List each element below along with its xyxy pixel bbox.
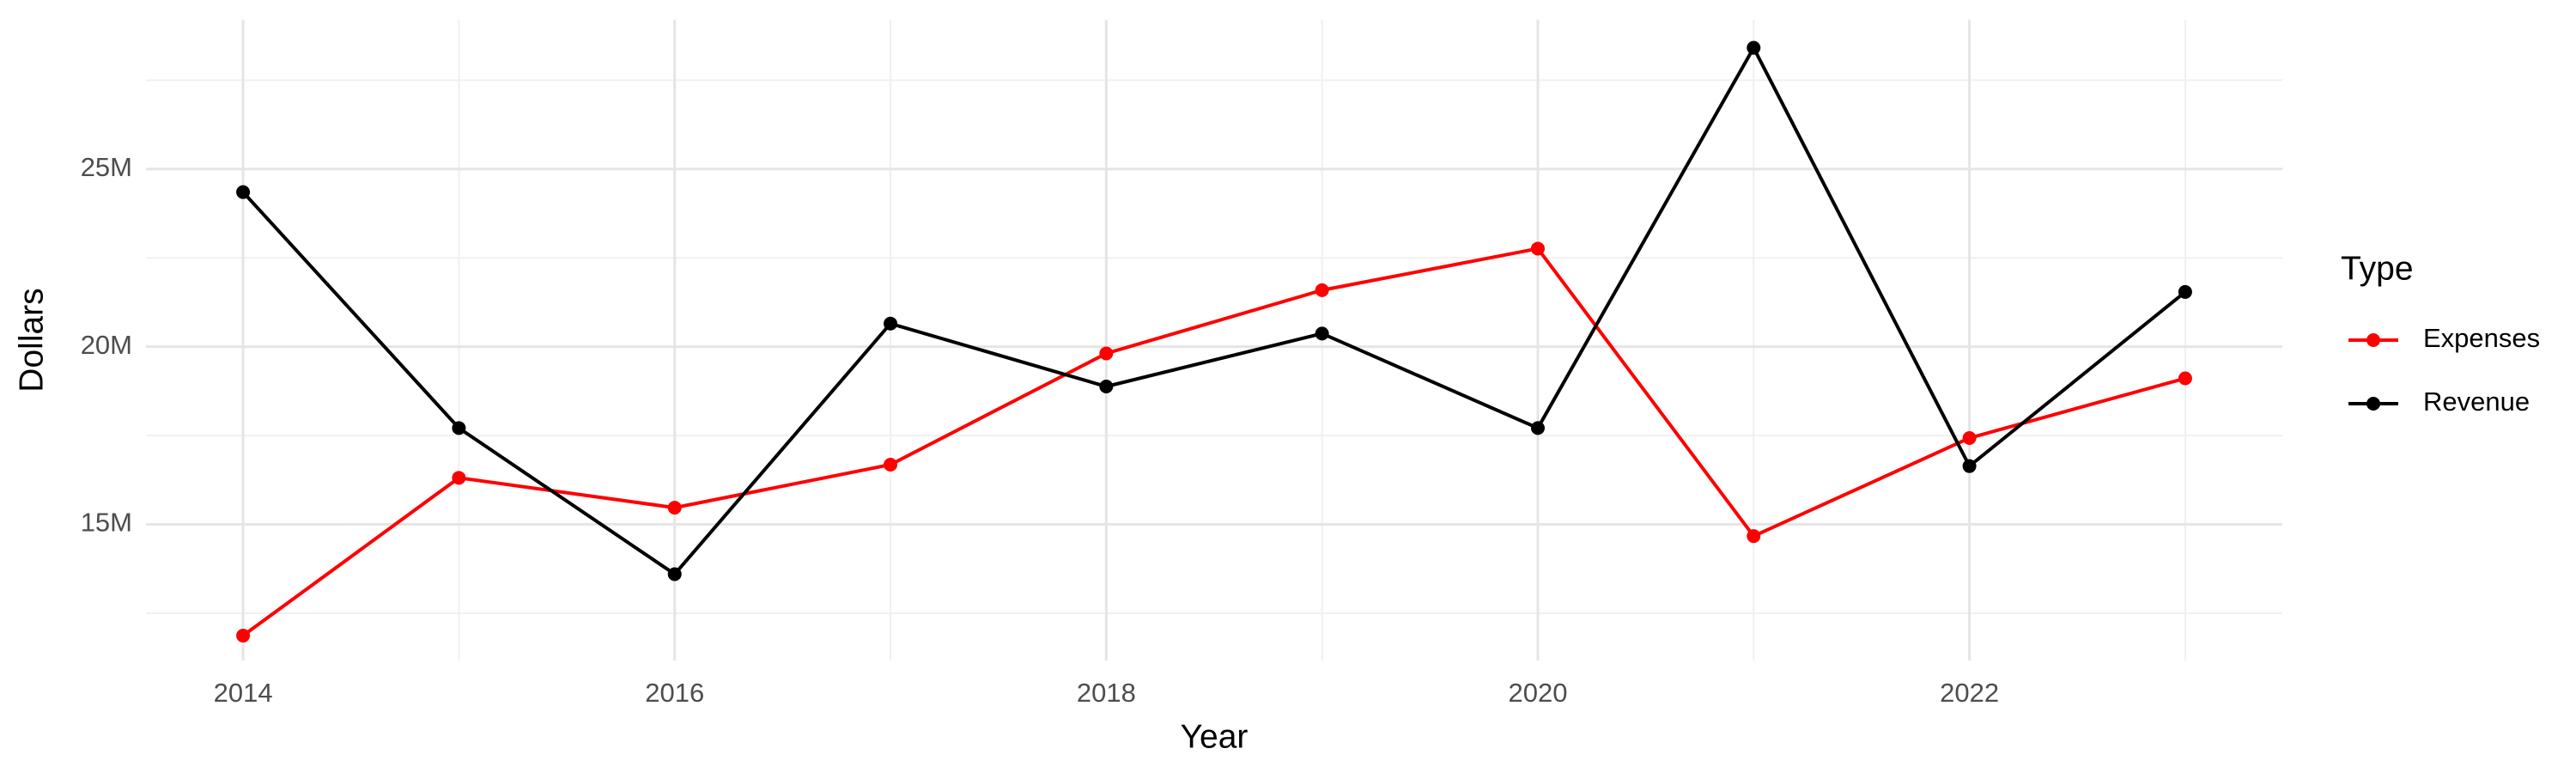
data-point: [1099, 379, 1114, 393]
x-axis-title: Year: [1181, 718, 1249, 755]
x-tick-label: 2022: [1940, 678, 1999, 708]
series-line: [241, 44, 2187, 577]
data-point: [452, 421, 466, 435]
data-point: [1530, 421, 1545, 435]
legend-title: Type: [2341, 250, 2414, 287]
data-point: [236, 185, 251, 199]
data-point: [667, 567, 682, 581]
legend-key-point: [2366, 333, 2380, 347]
data-point: [884, 316, 898, 331]
data-point: [236, 629, 251, 643]
y-tick-label: 20M: [81, 330, 132, 360]
data-point: [1747, 40, 1761, 55]
data-point: [1099, 346, 1114, 361]
data-point: [452, 471, 466, 485]
y-tick-label: 25M: [81, 152, 132, 182]
data-point: [1962, 459, 1977, 473]
data-point: [1315, 326, 1329, 341]
data-point: [667, 501, 682, 515]
x-tick-label: 2014: [214, 678, 273, 708]
data-point: [1530, 241, 1545, 256]
data-point: [2178, 284, 2192, 299]
x-tick-label: 2016: [645, 678, 704, 708]
data-point: [1315, 283, 1329, 297]
legend-label: Expenses: [2423, 323, 2540, 353]
legend-key-point: [2366, 397, 2380, 411]
data-point: [884, 458, 898, 472]
x-tick-label: 2020: [1508, 678, 1567, 708]
series-line: [241, 247, 2186, 637]
data-point: [2178, 371, 2192, 386]
data-point: [1962, 430, 1977, 445]
y-axis-title: Dollars: [13, 288, 50, 392]
legend-label: Revenue: [2423, 386, 2530, 417]
data-point: [1747, 529, 1761, 544]
x-tick-label: 2018: [1077, 678, 1136, 708]
y-tick-label: 15M: [81, 508, 132, 538]
